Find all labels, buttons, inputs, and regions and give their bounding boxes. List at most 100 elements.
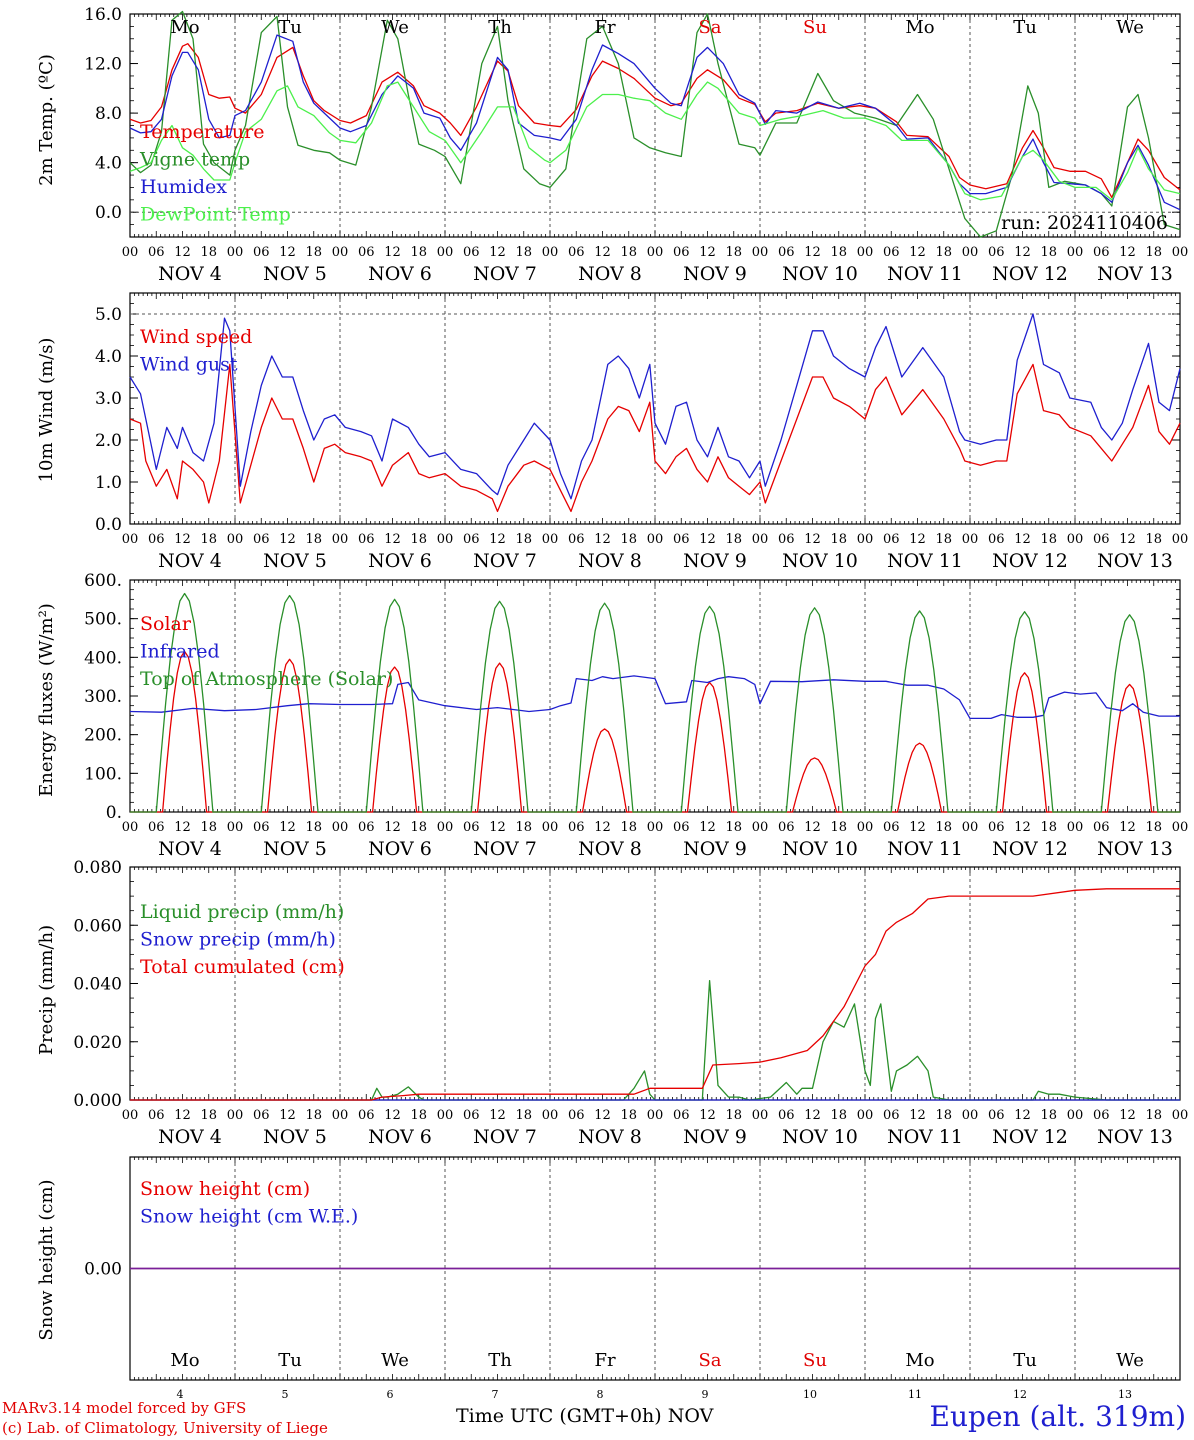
series-line-infrared [129,675,1180,720]
hour-tick-label: 06 [358,245,375,260]
y-tick-label: 200. [84,726,122,746]
hour-tick-label: 00 [437,820,454,835]
y-axis-title: Energy fluxes (W/m²) [36,603,57,797]
hour-tick-label: 18 [515,245,532,260]
date-label: NOV 6 [368,550,432,572]
y-axis-title: Snow height (cm) [36,1179,57,1340]
legend-entry: Humidex [140,176,227,198]
y-axis-title: 2m Temp. (ºC) [36,54,57,186]
hour-tick-label: 00 [227,245,244,260]
day-number-label: 4 [177,1388,184,1401]
y-tick-label: 1.0 [95,473,122,493]
hour-tick-label: 00 [122,1108,139,1123]
hour-tick-label: 06 [463,532,480,547]
hour-tick-label: 18 [620,532,637,547]
y-tick-label: 500. [84,610,122,630]
panel-1: 0.0 4.0 8.0 12.0 16.0 2m Temp. (ºC) Temperatur… [36,5,1188,285]
date-label: NOV 7 [473,838,537,860]
hour-tick-label: 12 [489,245,506,260]
lab-credit-line: (c) Lab. of Climatology, University of L… [2,1419,328,1437]
legend-entry: Snow height (cm W.E.) [140,1206,358,1228]
hour-tick-label: 18 [935,245,952,260]
hour-tick-label: 06 [673,245,690,260]
hour-tick-label: 12 [699,532,716,547]
run-label: run: 2024110406 [1001,212,1168,234]
hour-tick-label: 06 [988,820,1005,835]
legend-entry: DewPoint Temp [140,204,291,226]
y-tick-label: 0.060 [73,916,122,936]
hour-tick-label: 00 [857,820,874,835]
hour-tick-label: 00 [1067,532,1084,547]
y-tick-label: 12.0 [84,55,122,75]
weekday-label-bottom: Sa [698,1350,721,1371]
legend-entry: Solar [140,613,192,635]
hour-tick-label: 00 [752,532,769,547]
date-label: NOV 4 [158,838,222,860]
hour-tick-label: 00 [752,245,769,260]
weekday-label-bottom: Su [803,1350,827,1371]
date-label: NOV 6 [368,263,432,285]
legend-entry: Snow height (cm) [140,1178,310,1200]
hour-tick-label: 00 [332,820,349,835]
hour-tick-label: 12 [804,245,821,260]
weekday-label-bottom: Fr [594,1350,615,1371]
hour-tick-label: 18 [410,532,427,547]
hour-tick-label: 00 [1172,245,1189,260]
hour-tick-label: 06 [1093,532,1110,547]
hour-tick-label: 18 [305,1108,322,1123]
hour-tick-label: 18 [305,245,322,260]
hour-tick-label: 12 [384,245,401,260]
hour-tick-label: 00 [227,1108,244,1123]
hour-tick-label: 12 [594,532,611,547]
series-line-wind-gust [129,313,1181,500]
hour-tick-label: 12 [1119,245,1136,260]
date-label: NOV 12 [992,1126,1068,1148]
hour-tick-label: 06 [148,532,165,547]
y-tick-label: 0.020 [73,1033,122,1053]
hour-tick-label: 00 [332,1108,349,1123]
date-label: NOV 10 [782,263,858,285]
hour-tick-label: 06 [253,820,270,835]
date-label: NOV 9 [683,838,747,860]
hour-tick-label: 06 [883,245,900,260]
hour-tick-label: 12 [699,245,716,260]
series-line-wind-speed [129,363,1181,513]
hour-tick-label: 00 [962,1108,979,1123]
y-axis-title: Precip (mm/h) [36,925,57,1055]
hour-tick-label: 00 [542,532,559,547]
weekday-label-top: Fr [594,17,615,38]
date-label: NOV 6 [368,1126,432,1148]
hour-tick-label: 06 [253,1108,270,1123]
weekday-label-bottom: We [1116,1350,1144,1371]
date-label: NOV 6 [368,838,432,860]
weekday-label-top: We [1116,17,1144,38]
hour-tick-label: 06 [463,245,480,260]
day-number-label: 6 [387,1388,394,1401]
hour-tick-label: 18 [1040,1108,1057,1123]
date-label: NOV 11 [887,263,963,285]
hour-tick-label: 06 [463,1108,480,1123]
hour-tick-label: 06 [778,1108,795,1123]
legend-entry: Infrared [140,641,220,663]
legend-entry: Wind speed [140,326,252,348]
date-label: NOV 9 [683,1126,747,1148]
hour-tick-label: 00 [647,1108,664,1123]
hour-tick-label: 12 [1119,1108,1136,1123]
hour-tick-label: 12 [489,532,506,547]
legend-entry: Temperature [140,121,264,143]
y-tick-label: 100. [84,764,122,784]
hour-tick-label: 00 [122,532,139,547]
hour-tick-label: 06 [778,532,795,547]
hour-tick-label: 12 [909,532,926,547]
hour-tick-label: 18 [305,532,322,547]
hour-tick-label: 12 [279,532,296,547]
hour-tick-label: 12 [909,245,926,260]
date-label: NOV 13 [1097,263,1173,285]
hour-tick-label: 12 [174,1108,191,1123]
hour-tick-label: 00 [962,532,979,547]
hour-tick-label: 06 [253,532,270,547]
date-label: NOV 12 [992,550,1068,572]
hour-tick-label: 06 [568,1108,585,1123]
hour-tick-label: 18 [1145,1108,1162,1123]
hour-tick-label: 18 [830,1108,847,1123]
